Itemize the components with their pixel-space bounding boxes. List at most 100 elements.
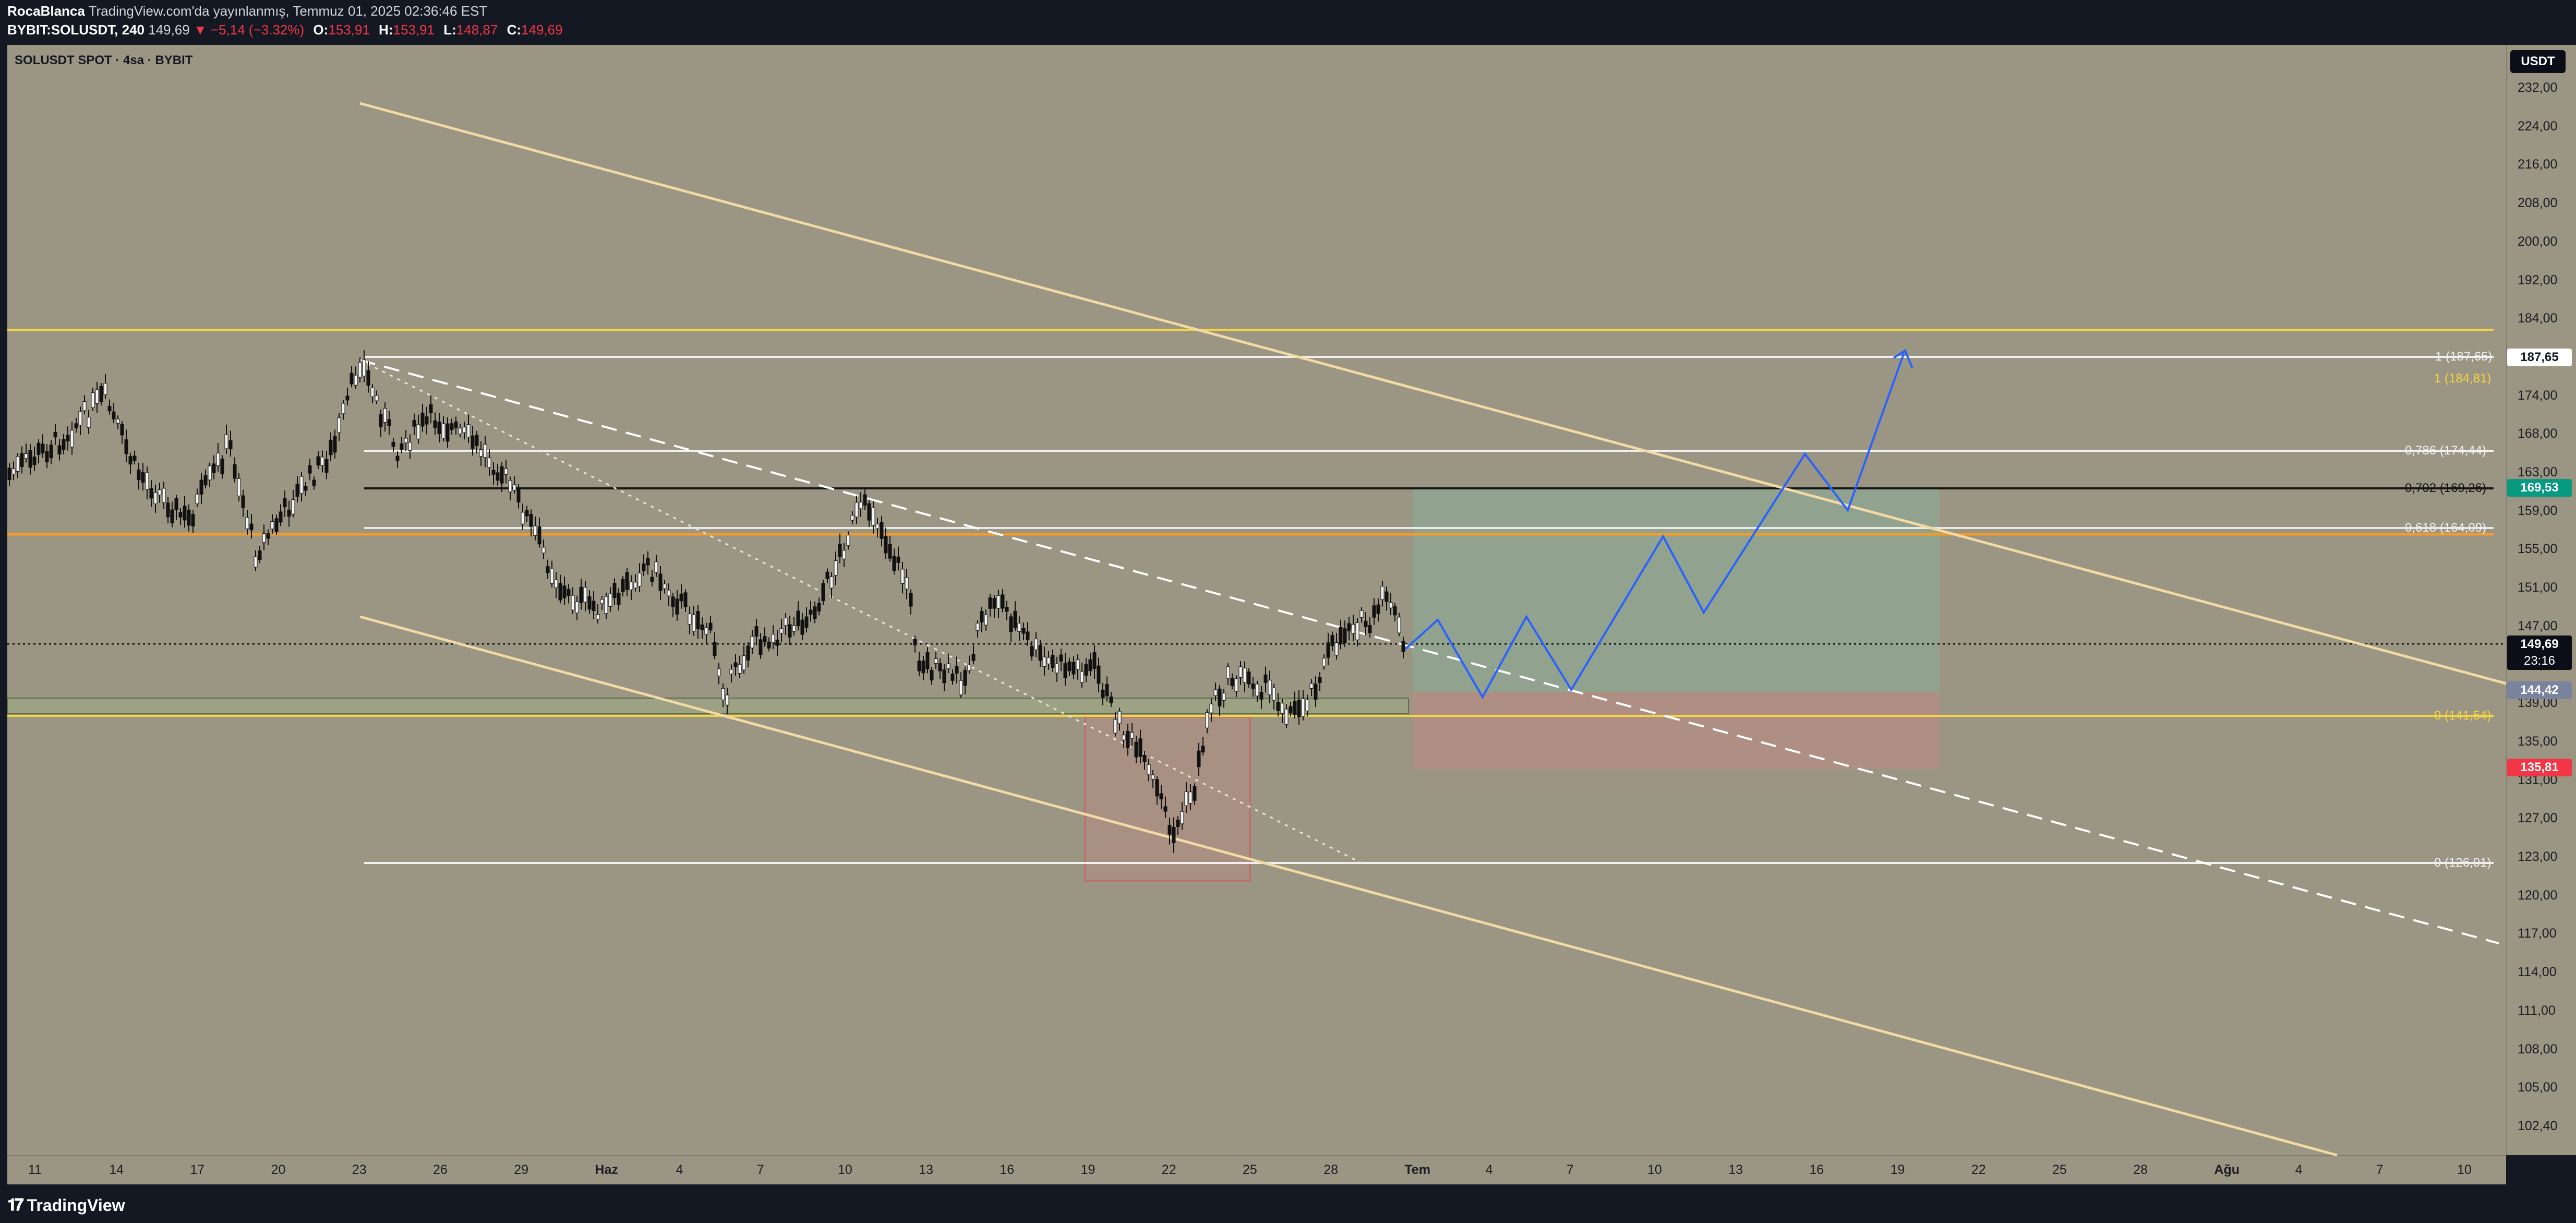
candle-body bbox=[571, 595, 575, 610]
candle-body bbox=[145, 472, 149, 490]
low-value: 148,87 bbox=[456, 22, 498, 38]
fib-786-label: 0,786 (174,44) bbox=[2405, 443, 2487, 458]
candle-body bbox=[466, 424, 471, 437]
candle-body bbox=[1401, 641, 1405, 652]
low-zone-box[interactable] bbox=[1084, 716, 1251, 882]
price-tick: 151,00 bbox=[2518, 580, 2558, 595]
candle-body bbox=[395, 455, 400, 461]
open-value: 153,91 bbox=[328, 22, 370, 38]
candle-body bbox=[1076, 660, 1080, 670]
candle-body bbox=[16, 456, 20, 472]
candle-body bbox=[562, 585, 567, 598]
candle-body bbox=[233, 464, 237, 479]
candle-body bbox=[203, 475, 208, 486]
candle-body bbox=[763, 636, 767, 643]
candle-body bbox=[1155, 779, 1159, 797]
price-tick: 147,00 bbox=[2518, 618, 2558, 633]
candle-body bbox=[1005, 607, 1009, 612]
candle-body bbox=[366, 370, 370, 386]
time-tick: Tem bbox=[1404, 1162, 1430, 1177]
channel-lower-line[interactable] bbox=[359, 615, 2338, 1157]
candle-body bbox=[91, 392, 95, 408]
candle-body bbox=[162, 488, 166, 503]
candle-body bbox=[938, 663, 942, 672]
candle-body bbox=[1251, 684, 1255, 689]
chart-pane[interactable] bbox=[7, 45, 2506, 1155]
candle-body bbox=[612, 583, 617, 598]
dotted-trend-line[interactable] bbox=[359, 359, 1362, 864]
target-zone[interactable] bbox=[1413, 488, 1940, 692]
candle-body bbox=[1301, 698, 1305, 717]
candle-body bbox=[1368, 625, 1372, 633]
candle-body bbox=[859, 501, 863, 509]
candle-body bbox=[208, 465, 212, 481]
candle-body bbox=[1359, 610, 1364, 618]
candle-body bbox=[387, 419, 391, 426]
tradingview-brand[interactable]: 𝟏𝟕 TradingView bbox=[7, 1195, 125, 1215]
candle-body bbox=[320, 457, 324, 466]
candle-body bbox=[642, 563, 646, 572]
price-tick: 111,00 bbox=[2518, 1003, 2556, 1018]
candle-body bbox=[11, 469, 16, 475]
candle-body bbox=[913, 639, 917, 645]
candle-body bbox=[133, 455, 137, 462]
price-tick: 208,00 bbox=[2518, 196, 2558, 211]
candle-body bbox=[1397, 617, 1401, 633]
candle-body bbox=[1326, 642, 1330, 658]
candlestick-series[interactable] bbox=[7, 350, 1405, 853]
time-tick: 4 bbox=[2295, 1162, 2303, 1177]
candle-body bbox=[1034, 639, 1038, 650]
chart-title[interactable]: SOLUSDT SPOT · 4sa · BYBIT bbox=[15, 53, 193, 67]
price-tick: 216,00 bbox=[2518, 157, 2558, 172]
candle-body bbox=[963, 670, 967, 686]
candle-body bbox=[800, 619, 804, 635]
candle-body bbox=[329, 439, 333, 455]
candle-body bbox=[759, 639, 763, 655]
candle-body bbox=[679, 593, 683, 602]
candle-body bbox=[1193, 786, 1197, 801]
candle-body bbox=[107, 405, 112, 412]
dashed-trend-line[interactable] bbox=[359, 359, 2499, 944]
candle-body bbox=[1385, 591, 1389, 602]
candle-body bbox=[1218, 688, 1222, 707]
candle-body bbox=[1389, 602, 1393, 608]
time-axis[interactable] bbox=[7, 1155, 2506, 1185]
candle-body bbox=[425, 416, 429, 425]
candle-body bbox=[508, 480, 512, 493]
candle-body bbox=[479, 449, 483, 457]
candle-body bbox=[1092, 652, 1097, 669]
candle-body bbox=[959, 680, 963, 696]
candle-body bbox=[646, 558, 650, 566]
candle-body bbox=[471, 435, 475, 449]
candle-body bbox=[821, 583, 825, 602]
time-tick: 28 bbox=[2133, 1162, 2148, 1177]
candle-body bbox=[850, 515, 854, 521]
candle-body bbox=[825, 571, 829, 579]
price-axis[interactable] bbox=[2506, 45, 2576, 1155]
time-tick: 10 bbox=[2457, 1162, 2472, 1177]
candle-body bbox=[174, 498, 178, 510]
candle-body bbox=[370, 387, 375, 397]
candle-body bbox=[128, 456, 133, 465]
author-name[interactable]: RocaBlanca bbox=[7, 3, 85, 19]
stop-zone[interactable] bbox=[1413, 692, 1940, 769]
candle-body bbox=[279, 511, 283, 523]
candle-body bbox=[454, 421, 458, 428]
candle-body bbox=[170, 509, 174, 523]
channel-upper-line[interactable] bbox=[359, 102, 2507, 685]
candle-body bbox=[228, 440, 233, 450]
candle-body bbox=[254, 556, 258, 568]
candle-body bbox=[804, 616, 809, 628]
candle-body bbox=[299, 476, 304, 494]
candle-body bbox=[345, 395, 350, 401]
candle-body bbox=[579, 586, 583, 603]
time-tick: 10 bbox=[1647, 1162, 1662, 1177]
currency-badge[interactable]: USDT bbox=[2510, 50, 2566, 73]
target-price-label: 169,53 bbox=[2507, 479, 2572, 497]
symbol-label[interactable]: BYBIT:SOLUSDT, 240 bbox=[7, 22, 145, 38]
candle-body bbox=[621, 579, 625, 592]
candle-body bbox=[178, 512, 183, 518]
candle-body bbox=[567, 589, 571, 596]
candle-body bbox=[592, 601, 596, 612]
projection-path[interactable] bbox=[1404, 352, 1905, 700]
